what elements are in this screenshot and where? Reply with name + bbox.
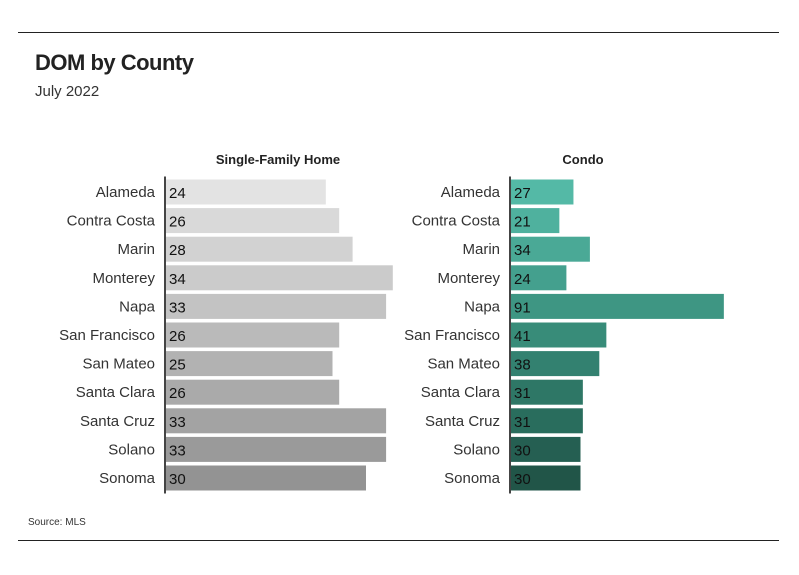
sfh-category-label-contra-costa: Contra Costa xyxy=(67,213,156,230)
condo-bar-san-francisco xyxy=(510,322,607,348)
sfh-bar-santa-cruz xyxy=(165,408,387,434)
condo-value-label-contra-costa: 21 xyxy=(514,214,531,231)
condo-bar-san-mateo xyxy=(510,351,600,377)
sfh-bar-alameda xyxy=(165,179,326,205)
sfh-value-label-marin: 28 xyxy=(169,242,186,259)
condo-category-label-contra-costa: Contra Costa xyxy=(412,213,501,230)
condo-category-label-monterey: Monterey xyxy=(437,270,500,287)
condo-value-label-san-mateo: 38 xyxy=(514,357,531,374)
sfh-value-label-santa-clara: 26 xyxy=(169,385,186,402)
sfh-bar-marin xyxy=(165,236,353,262)
sfh-value-label-solano: 33 xyxy=(169,442,186,459)
condo-bar-solano xyxy=(510,436,581,462)
condo-value-label-marin: 34 xyxy=(514,242,531,259)
source-note: Source: MLS xyxy=(28,517,86,528)
sfh-category-label-sonoma: Sonoma xyxy=(99,470,156,487)
sfh-category-label-solano: Solano xyxy=(108,441,155,458)
condo-bar-sonoma xyxy=(510,465,581,491)
sfh-category-label-santa-clara: Santa Clara xyxy=(76,384,156,401)
sfh-value-label-san-francisco: 26 xyxy=(169,328,186,345)
condo-value-label-alameda: 27 xyxy=(514,185,531,202)
sfh-value-label-alameda: 24 xyxy=(169,185,186,202)
sfh-category-label-monterey: Monterey xyxy=(92,270,155,287)
sfh-bar-monterey xyxy=(165,265,393,291)
condo-panel-title: Condo xyxy=(562,152,603,167)
chart-title: DOM by County xyxy=(35,50,194,75)
sfh-value-label-monterey: 34 xyxy=(169,271,186,288)
condo-value-label-san-francisco: 41 xyxy=(514,328,531,345)
sfh-category-label-san-francisco: San Francisco xyxy=(59,327,155,344)
condo-bar-contra-costa xyxy=(510,208,560,234)
condo-category-label-napa: Napa xyxy=(464,298,501,315)
condo-category-label-alameda: Alameda xyxy=(441,184,501,201)
sfh-bar-santa-clara xyxy=(165,379,340,405)
condo-category-label-san-francisco: San Francisco xyxy=(404,327,500,344)
sfh-panel-title: Single-Family Home xyxy=(216,152,340,167)
sfh-bar-san-francisco xyxy=(165,322,340,348)
condo-bar-alameda xyxy=(510,179,574,205)
sfh-panel: Single-Family Home Alameda 24 Contra Costa 2… xyxy=(59,152,393,494)
sfh-category-label-alameda: Alameda xyxy=(96,184,156,201)
condo-bar-monterey xyxy=(510,265,567,291)
condo-category-label-sonoma: Sonoma xyxy=(444,470,501,487)
condo-value-label-santa-cruz: 31 xyxy=(514,414,531,431)
condo-category-label-san-mateo: San Mateo xyxy=(427,356,500,373)
sfh-category-label-san-mateo: San Mateo xyxy=(82,356,155,373)
sfh-bar-sonoma xyxy=(165,465,366,491)
sfh-bar-solano xyxy=(165,436,387,462)
sfh-value-label-napa: 33 xyxy=(169,299,186,316)
condo-category-label-marin: Marin xyxy=(462,241,500,258)
condo-value-label-napa: 91 xyxy=(514,299,531,316)
sfh-category-label-santa-cruz: Santa Cruz xyxy=(80,413,155,430)
sfh-bar-san-mateo xyxy=(165,351,333,377)
sfh-category-label-napa: Napa xyxy=(119,298,156,315)
sfh-bar-contra-costa xyxy=(165,208,340,234)
condo-panel: Condo Alameda 27 Contra Costa 21 Marin 34 Monte… xyxy=(404,152,724,494)
sfh-bar-napa xyxy=(165,293,387,319)
condo-category-label-solano: Solano xyxy=(453,441,500,458)
sfh-value-label-san-mateo: 25 xyxy=(169,357,186,374)
sfh-value-label-sonoma: 30 xyxy=(169,471,186,488)
chart-subtitle: July 2022 xyxy=(35,83,100,100)
condo-category-label-santa-cruz: Santa Cruz xyxy=(425,413,500,430)
sfh-category-label-marin: Marin xyxy=(117,241,155,258)
condo-bar-santa-clara xyxy=(510,379,583,405)
sfh-value-label-contra-costa: 26 xyxy=(169,214,186,231)
condo-bar-marin xyxy=(510,236,590,262)
condo-bar-santa-cruz xyxy=(510,408,583,434)
top-rule xyxy=(18,32,779,33)
condo-value-label-sonoma: 30 xyxy=(514,471,531,488)
bottom-rule xyxy=(18,540,779,541)
condo-category-label-santa-clara: Santa Clara xyxy=(421,384,501,401)
condo-bar-napa xyxy=(510,293,724,319)
condo-value-label-solano: 30 xyxy=(514,442,531,459)
sfh-value-label-santa-cruz: 33 xyxy=(169,414,186,431)
condo-value-label-monterey: 24 xyxy=(514,271,531,288)
condo-value-label-santa-clara: 31 xyxy=(514,385,531,402)
